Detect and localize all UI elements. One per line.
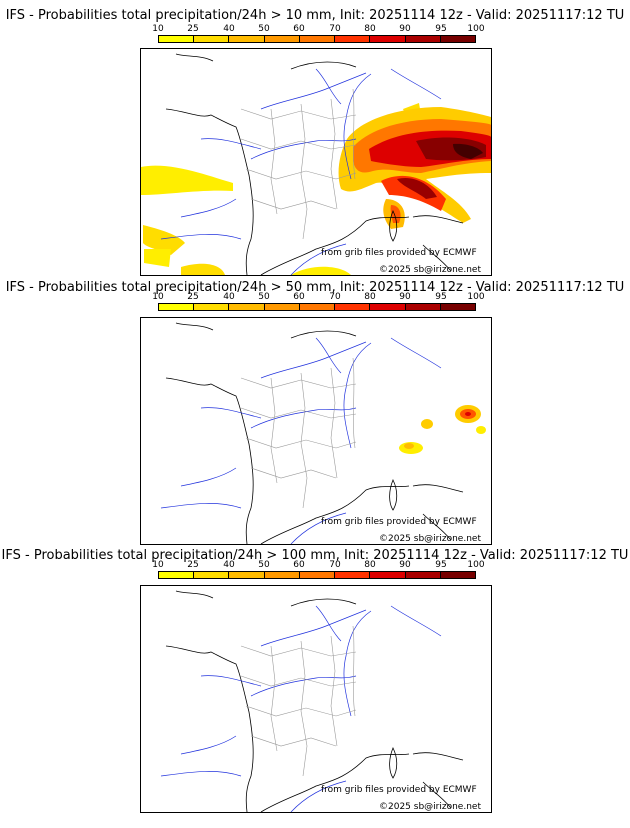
colorbar-tick: 60 (293, 24, 305, 34)
colorbar-swatch (299, 572, 336, 578)
panel-1-title: IFS - Probabilities total precipitation/… (5, 8, 625, 23)
colorbar-tick: 95 (435, 24, 447, 34)
colorbar-swatch (405, 304, 441, 310)
colorbar-swatch (264, 304, 300, 310)
colorbar-tick: 90 (399, 560, 411, 570)
colorbar-swatch (229, 304, 265, 310)
panel-1-colorbar (158, 35, 476, 43)
colorbar-swatch (335, 304, 371, 310)
source-note: from grib files provided by ECMWF (321, 785, 477, 795)
coastlines (165, 590, 464, 812)
colorbar-tick: 95 (435, 292, 447, 302)
colorbar-tick: 80 (364, 24, 376, 34)
colorbar-swatch (370, 572, 406, 578)
panel-3-map: from grib files provided by ECMWF ©2025 … (140, 585, 492, 813)
rivers (160, 68, 442, 275)
colorbar-swatch (335, 572, 371, 578)
panel-3-title: IFS - Probabilities total precipitation/… (1, 548, 629, 563)
copyright-note: ©2025 sb@irizone.net (379, 802, 481, 812)
panel-2-title: IFS - Probabilities total precipitation/… (5, 280, 625, 295)
panel-2-colorbar (158, 303, 476, 311)
colorbar-tick: 60 (293, 560, 305, 570)
copyright-note: ©2025 sb@irizone.net (379, 534, 481, 544)
panel-1-map: from grib files provided by ECMWF ©2025 … (140, 48, 492, 276)
precip-field (141, 103, 491, 275)
colorbar-tick: 95 (435, 560, 447, 570)
colorbar-tick: 40 (223, 292, 235, 302)
colorbar-tick: 50 (258, 292, 270, 302)
colorbar-tick: 70 (329, 292, 341, 302)
panel-2-map: from grib files provided by ECMWF ©2025 … (140, 317, 492, 545)
colorbar-swatch (299, 304, 336, 310)
copyright-note: ©2025 sb@irizone.net (379, 265, 481, 275)
colorbar-swatch (159, 36, 195, 42)
colorbar-tick: 80 (364, 292, 376, 302)
admin-borders (240, 357, 357, 509)
colorbar-swatch (440, 304, 475, 310)
colorbar-tick: 40 (223, 560, 235, 570)
rivers (160, 605, 442, 812)
rivers (160, 337, 442, 544)
colorbar-swatch (264, 36, 300, 42)
colorbar-swatch (159, 572, 195, 578)
colorbar-tick: 50 (258, 24, 270, 34)
colorbar-tick: 70 (329, 24, 341, 34)
colorbar-swatch (440, 36, 475, 42)
source-note: from grib files provided by ECMWF (321, 517, 477, 527)
colorbar-tick: 25 (187, 24, 199, 34)
colorbar-swatch (405, 36, 441, 42)
colorbar-tick: 25 (187, 560, 199, 570)
colorbar-swatch (264, 572, 300, 578)
colorbar-swatch (370, 36, 406, 42)
colorbar-tick: 40 (223, 24, 235, 34)
admin-borders (240, 88, 357, 240)
colorbar-tick: 10 (152, 292, 164, 302)
panel-3-colorbar-labels: 10 25 40 50 60 70 80 90 95 100 (152, 559, 484, 571)
admin-borders (240, 625, 357, 777)
colorbar-tick: 90 (399, 24, 411, 34)
colorbar-tick: 70 (329, 560, 341, 570)
precip-field (399, 405, 486, 454)
colorbar-swatch (440, 572, 475, 578)
colorbar-swatch (229, 572, 265, 578)
colorbar-tick: 10 (152, 560, 164, 570)
colorbar-tick: 80 (364, 560, 376, 570)
colorbar-swatch (335, 36, 371, 42)
colorbar-tick: 100 (467, 24, 485, 34)
colorbar-swatch (194, 304, 230, 310)
colorbar-swatch (370, 304, 406, 310)
source-note: from grib files provided by ECMWF (321, 248, 477, 258)
coastlines (165, 53, 464, 275)
panel-1-colorbar-labels: 10 25 40 50 60 70 80 90 95 100 (152, 23, 484, 35)
colorbar-swatch (299, 36, 336, 42)
colorbar-tick: 90 (399, 292, 411, 302)
colorbar-tick: 50 (258, 560, 270, 570)
colorbar-tick: 100 (467, 560, 485, 570)
coastlines (165, 322, 464, 544)
panel-3-colorbar (158, 571, 476, 579)
colorbar-swatch (194, 36, 230, 42)
colorbar-tick: 100 (467, 292, 485, 302)
colorbar-swatch (159, 304, 195, 310)
colorbar-tick: 25 (187, 292, 199, 302)
colorbar-swatch (229, 36, 265, 42)
colorbar-swatch (194, 572, 230, 578)
colorbar-swatch (405, 572, 441, 578)
panel-2-colorbar-labels: 10 25 40 50 60 70 80 90 95 100 (152, 291, 484, 303)
colorbar-tick: 60 (293, 292, 305, 302)
colorbar-tick: 10 (152, 24, 164, 34)
